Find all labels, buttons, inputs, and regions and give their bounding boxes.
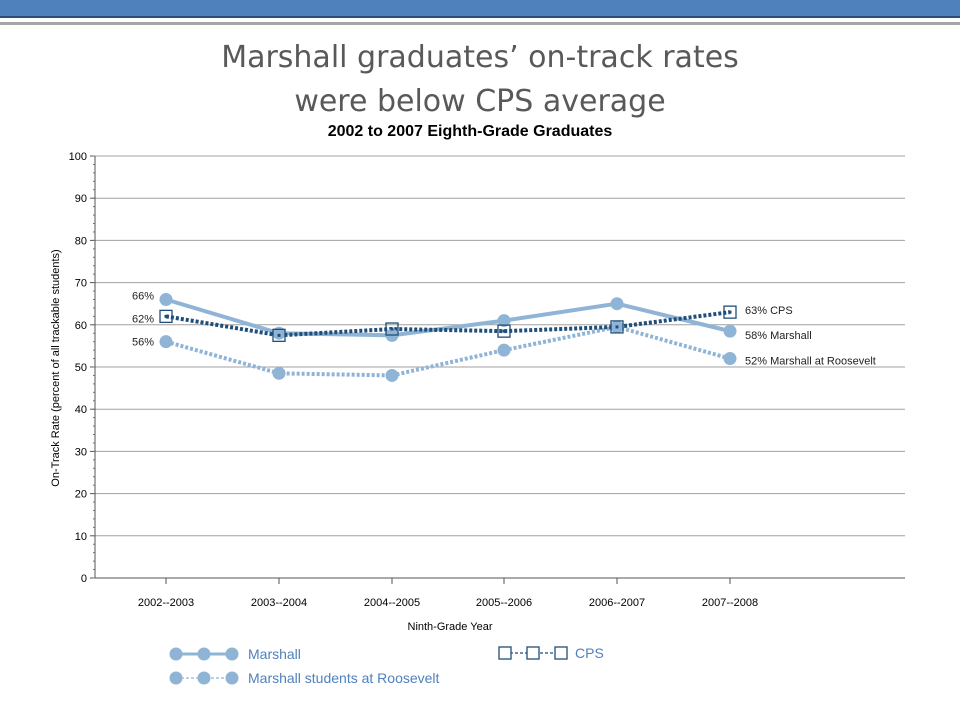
x-tick-label: 2007--2008 (702, 597, 758, 609)
x-tick-label: 2006--2007 (589, 597, 645, 609)
data-point (610, 297, 624, 311)
legend-marker (197, 671, 211, 685)
data-point (159, 292, 173, 306)
data-point (497, 343, 511, 357)
y-tick-label: 30 (75, 446, 87, 458)
top-divider (0, 22, 960, 25)
axes: 0 10 20 30 40 50 60 70 80 90 100 2002--2003 2003--20… (69, 151, 905, 609)
legend-marker (526, 646, 540, 660)
data-point (272, 328, 286, 343)
data-point (497, 324, 511, 338)
legend-marker (554, 646, 568, 660)
data-point (159, 335, 173, 349)
series-line-marshall-students-at-roosevelt (165, 324, 731, 378)
x-tick-label: 2005--2006 (476, 597, 532, 609)
data-point-center (502, 329, 506, 333)
legend-item: Marshall students at Roosevelt (169, 670, 440, 686)
data-point (610, 320, 624, 334)
y-tick-label: 70 (75, 278, 87, 290)
y-tick-label: 80 (75, 235, 87, 247)
series-labels: 66% 58% Marshall 56% 52% Marshall at Roosev… (132, 290, 876, 367)
data-point (159, 309, 173, 324)
y-tick-label: 10 (75, 531, 87, 543)
data-point (723, 352, 737, 366)
slide-title-line-1: Marshall graduates’ on-track rates (221, 40, 739, 75)
slide-title: Marshall graduates’ on-track rates were … (0, 36, 960, 124)
series-line-marshall (165, 297, 731, 338)
data-point-center (164, 314, 168, 318)
data-point (497, 314, 511, 328)
data-point-center (728, 310, 732, 314)
series-start-label: 56% (132, 337, 154, 349)
y-tick-label: 40 (75, 404, 87, 416)
x-axis-label: Ninth-Grade Year (408, 621, 493, 633)
legend-label: Marshall (248, 646, 301, 662)
slide-title-line-2: were below CPS average (294, 84, 666, 119)
data-point-center (390, 327, 394, 331)
legend-label: CPS (575, 645, 604, 661)
data-point (385, 322, 399, 336)
y-tick-label: 20 (75, 489, 87, 501)
legend-item: CPS (498, 645, 604, 661)
data-point (272, 326, 286, 340)
series-end-label: 63% CPS (745, 305, 793, 317)
legend-marker (225, 647, 239, 661)
series-start-label: 62% (132, 313, 154, 325)
series-end-label: 58% Marshall (745, 330, 812, 342)
x-tick-label: 2002--2003 (138, 597, 194, 609)
y-tick-label: 50 (75, 362, 87, 374)
data-point (385, 368, 399, 382)
y-tick-label: 0 (81, 573, 87, 585)
data-point (723, 324, 737, 338)
data-point-center (277, 333, 281, 337)
y-tick-label: 100 (69, 151, 87, 163)
y-axis-label: On-Track Rate (percent of all trackable … (50, 249, 62, 486)
data-point-center (615, 325, 619, 329)
legend-marker (169, 647, 183, 661)
x-tick-label: 2004--2005 (364, 597, 420, 609)
legend-marker (197, 647, 211, 661)
data-point (723, 305, 737, 319)
series-line-cps (165, 310, 731, 338)
x-tick-label: 2003--2004 (251, 597, 307, 609)
series-end-label: 52% Marshall at Roosevelt (745, 356, 876, 368)
legend-marker (498, 646, 512, 660)
top-accent-bar (0, 0, 960, 18)
legend-label: Marshall students at Roosevelt (248, 670, 440, 686)
legend-marker (225, 671, 239, 685)
series-start-label: 66% (132, 290, 154, 302)
data-point (272, 366, 286, 380)
legend: Marshall Marshall students at Roosevelt CP… (169, 645, 604, 686)
series-layer (159, 292, 737, 382)
chart-title: 2002 to 2007 Eighth-Grade Graduates (328, 123, 613, 140)
y-tick-label: 60 (75, 320, 87, 332)
legend-item: Marshall (169, 646, 301, 662)
legend-marker (169, 671, 183, 685)
y-tick-label: 90 (75, 193, 87, 205)
